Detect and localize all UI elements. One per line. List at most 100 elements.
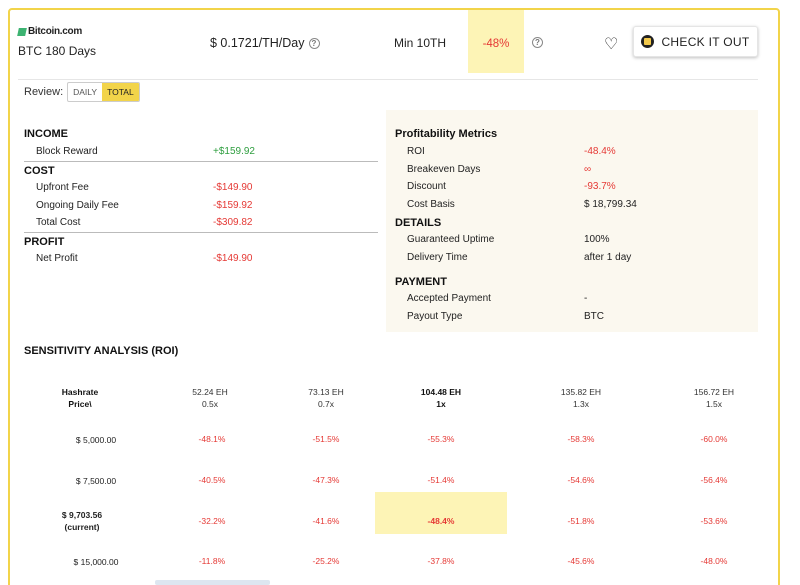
roi-cell: -56.4%	[700, 475, 728, 485]
income-heading: INCOME	[24, 128, 68, 140]
roi-cell: -47.3%	[312, 475, 340, 485]
col-header-3: 104.48 EH 1x	[401, 386, 481, 410]
price-per-th: $ 0.1721/TH/Day ?	[210, 36, 320, 50]
roi-cell: -45.6%	[567, 556, 595, 566]
income-divider	[24, 161, 378, 162]
roi-cell: -25.2%	[312, 556, 340, 566]
accepted-payment-value: -	[584, 293, 588, 304]
col-mult: 1.5x	[705, 399, 723, 409]
discount-value: -93.7%	[584, 181, 616, 192]
review-toggle: DAILY TOTAL	[67, 82, 140, 102]
breakeven-value: ∞	[584, 164, 592, 175]
col-header-4: 135.82 EH 1.3x	[541, 386, 621, 410]
col-header-5: 156.72 EH 1.5x	[674, 386, 754, 410]
check-it-out-button[interactable]: CHECK IT OUT	[633, 26, 758, 57]
corner-hashrate-label: Hashrate	[61, 387, 99, 397]
details-heading: DETAILS	[395, 217, 442, 229]
roi-cell: -51.4%	[427, 475, 455, 485]
cost-heading: COST	[24, 165, 55, 177]
payment-heading: PAYMENT	[395, 276, 447, 288]
roi-cell: -54.6%	[567, 475, 595, 485]
offer-header-row: Bitcoin.com BTC 180 Days $ 0.1721/TH/Day…	[10, 10, 778, 80]
favorite-heart-icon[interactable]: ♡	[604, 36, 619, 53]
payout-type-label: Payout Type	[407, 311, 463, 322]
uptime-label: Guaranteed Uptime	[407, 234, 495, 245]
ongoing-fee-label: Ongoing Daily Fee	[36, 200, 119, 211]
roi-cell: -11.8%	[198, 556, 226, 566]
price-text: $ 0.1721/TH/Day	[210, 36, 305, 50]
col-mult: 0.5x	[201, 399, 219, 409]
metrics-panel	[386, 110, 758, 332]
col-hashrate: 104.48 EH	[420, 387, 462, 397]
accepted-payment-label: Accepted Payment	[407, 293, 491, 304]
review-toggle-group: Review: DAILY TOTAL	[24, 82, 140, 102]
roi-cell: -51.5%	[312, 434, 340, 444]
brand-mark-icon	[17, 27, 27, 36]
corner-header: Hashrate Price\	[40, 386, 120, 410]
breakeven-label: Breakeven Days	[407, 164, 481, 175]
brand-logo: Bitcoin.com	[17, 26, 96, 37]
row-price: $ 15,000.00	[73, 557, 119, 567]
sensitivity-heading: SENSITIVITY ANALYSIS (ROI)	[24, 345, 179, 357]
roi-cell: -55.3%	[427, 434, 455, 444]
discount-help-icon[interactable]: ?	[532, 37, 543, 48]
horizontal-scrollbar[interactable]	[155, 580, 270, 585]
minimum-hashrate: Min 10TH	[394, 36, 447, 50]
discount-label: Discount	[407, 181, 446, 192]
plan-name: BTC 180 Days	[18, 44, 97, 58]
delivery-value: after 1 day	[584, 252, 632, 263]
price-help-icon[interactable]: ?	[308, 37, 320, 49]
net-profit-label: Net Profit	[36, 253, 78, 264]
col-hashrate: 73.13 EH	[308, 387, 344, 397]
col-header-1: 52.24 EH 0.5x	[170, 386, 250, 410]
cost-basis-label: Cost Basis	[407, 199, 455, 210]
upfront-fee-label: Upfront Fee	[36, 182, 89, 193]
check-it-out-label: CHECK IT OUT	[661, 34, 750, 49]
roi-cell: -40.5%	[198, 475, 226, 485]
shopping-bag-icon	[641, 35, 655, 48]
roi-label: ROI	[407, 146, 425, 157]
col-mult: 1.3x	[572, 399, 590, 409]
col-header-2: 73.13 EH 0.7x	[286, 386, 366, 410]
brand-block: Bitcoin.com BTC 180 Days	[17, 26, 97, 58]
header-divider	[18, 79, 758, 80]
col-hashrate: 52.24 EH	[192, 387, 228, 397]
current-note: (current)	[64, 522, 100, 532]
delivery-label: Delivery Time	[407, 252, 468, 263]
block-reward-value: +$159.92	[213, 146, 255, 157]
col-mult: 0.7x	[317, 399, 335, 409]
cost-basis-value: $ 18,799.34	[584, 199, 637, 210]
roi-cell: -53.6%	[700, 516, 728, 526]
col-hashrate: 156.72 EH	[693, 387, 735, 397]
toggle-daily[interactable]: DAILY	[73, 87, 98, 97]
roi-value: -48.4%	[584, 146, 616, 157]
roi-cell: -51.8%	[567, 516, 595, 526]
roi-cell: -48.0%	[700, 556, 728, 566]
payout-type-value: BTC	[584, 311, 604, 322]
roi-cell: -60.0%	[700, 434, 728, 444]
roi-cell-current: -48.4%	[427, 516, 455, 526]
roi-cell: -37.8%	[427, 556, 455, 566]
net-profit-value: -$149.90	[213, 253, 253, 264]
roi-cell: -32.2%	[198, 516, 226, 526]
metrics-heading: Profitability Metrics	[395, 128, 498, 140]
roi-cell: -58.3%	[567, 434, 595, 444]
toggle-total[interactable]: TOTAL	[102, 83, 139, 101]
row-price: $ 5,000.00	[75, 435, 117, 445]
col-hashrate: 135.82 EH	[560, 387, 602, 397]
current-cell-highlight	[375, 492, 507, 534]
corner-price-label: Price\	[68, 399, 92, 409]
brand-name: Bitcoin.com	[28, 26, 82, 37]
review-label: Review:	[24, 86, 64, 98]
total-cost-label: Total Cost	[36, 217, 81, 228]
total-cost-value: -$309.82	[213, 217, 253, 228]
roi-cell: -41.6%	[312, 516, 340, 526]
block-reward-label: Block Reward	[36, 146, 98, 157]
discount-badge: -48%	[468, 10, 524, 73]
roi-cell: -48.1%	[198, 434, 226, 444]
col-mult: 1x	[436, 399, 446, 409]
cost-divider	[24, 232, 378, 233]
profit-heading: PROFIT	[24, 236, 65, 248]
upfront-fee-value: -$149.90	[213, 182, 253, 193]
ongoing-fee-value: -$159.92	[213, 200, 253, 211]
